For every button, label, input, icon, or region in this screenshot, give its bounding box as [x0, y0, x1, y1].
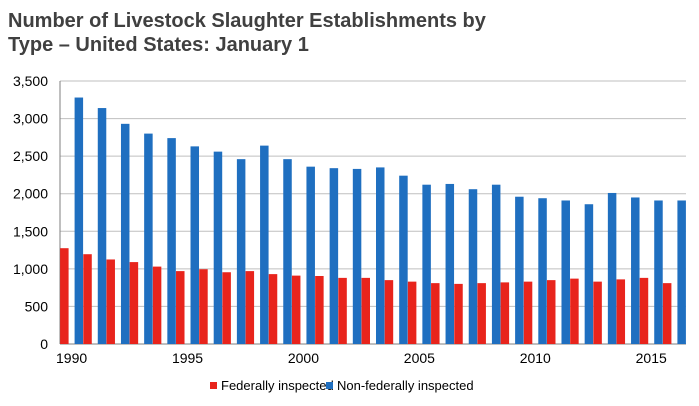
x-tick-label: 2005 [404, 350, 435, 366]
federal-bar [176, 271, 185, 344]
federal-bar [454, 283, 463, 344]
federal-bar [616, 279, 626, 344]
legend-label-federal: Federally inspected [221, 378, 334, 393]
nonfederal-bar [120, 123, 130, 345]
legend-label-nonfederal: Non-federally inspected [337, 378, 474, 393]
federal-bar [245, 271, 255, 344]
federal-bar [639, 277, 649, 344]
nonfederal-bar [654, 200, 663, 344]
federal-bar [523, 281, 533, 344]
nonfederal-bar [561, 200, 570, 344]
nonfederal-bar [236, 159, 246, 344]
federal-bar [546, 280, 556, 344]
legend-swatch-federal [210, 382, 217, 389]
federal-bar [291, 275, 301, 344]
chart-title: Number of Livestock Slaughter Establishm… [8, 9, 486, 57]
nonfederal-bar [352, 168, 362, 344]
x-tick-label: 2000 [288, 350, 319, 366]
nonfederal-bar [399, 175, 408, 344]
nonfederal-bar [167, 138, 176, 344]
y-tick-label: 500 [25, 298, 49, 314]
nonfederal-bar [468, 189, 478, 344]
nonfederal-bar [329, 168, 339, 344]
federal-bar [315, 275, 324, 344]
federal-bar [129, 262, 139, 344]
y-tick-label: 1,000 [13, 261, 48, 277]
chart-title-line-1: Number of Livestock Slaughter Establishm… [8, 10, 486, 32]
federal-bar [268, 274, 278, 344]
federal-bar [152, 266, 162, 344]
legend-swatch-nonfederal [326, 382, 333, 389]
y-tick-label: 3,500 [13, 73, 48, 89]
federal-bar [222, 272, 231, 344]
federal-bar [431, 283, 440, 344]
federal-bar [407, 281, 417, 344]
x-tick-label: 1995 [172, 350, 203, 366]
nonfederal-bar [376, 167, 385, 344]
y-tick-label: 2,000 [13, 186, 48, 202]
nonfederal-bar [515, 196, 524, 344]
nonfederal-bar [283, 159, 292, 344]
federal-bar [361, 277, 370, 344]
y-tick-label: 0 [40, 336, 48, 352]
nonfederal-bar [491, 184, 501, 344]
nonfederal-bar [445, 183, 455, 344]
y-tick-label: 3,000 [13, 111, 48, 127]
x-tick-label: 2010 [520, 350, 551, 366]
y-tick-label: 1,500 [13, 223, 48, 239]
federal-bar [662, 283, 672, 344]
nonfederal-bar [631, 197, 640, 344]
nonfederal-bar [144, 133, 153, 344]
x-tick-label: 2015 [636, 350, 667, 366]
nonfederal-bar [190, 146, 200, 344]
chart-title-line-2: Type – United States: January 1 [8, 34, 309, 56]
y-tick-label: 2,500 [13, 148, 48, 164]
federal-bar [199, 269, 208, 344]
federal-bar [60, 248, 69, 344]
nonfederal-bar [260, 145, 269, 344]
federal-bar [106, 259, 115, 344]
federal-bar [593, 281, 602, 344]
federal-bar [500, 282, 510, 344]
nonfederal-bar [97, 108, 107, 345]
nonfederal-bar [677, 200, 686, 344]
federal-bar [570, 278, 579, 344]
federal-bar [384, 280, 394, 344]
nonfederal-bar [306, 166, 315, 344]
nonfederal-bar [213, 151, 223, 344]
federal-bar [477, 283, 486, 344]
federal-bar [83, 254, 92, 344]
nonfederal-bar [538, 198, 547, 344]
nonfederal-bar [422, 184, 431, 344]
nonfederal-bar [74, 97, 84, 344]
federal-bar [338, 277, 347, 344]
x-tick-label: 1990 [56, 350, 87, 366]
nonfederal-bar [607, 192, 617, 344]
nonfederal-bar [584, 204, 594, 344]
